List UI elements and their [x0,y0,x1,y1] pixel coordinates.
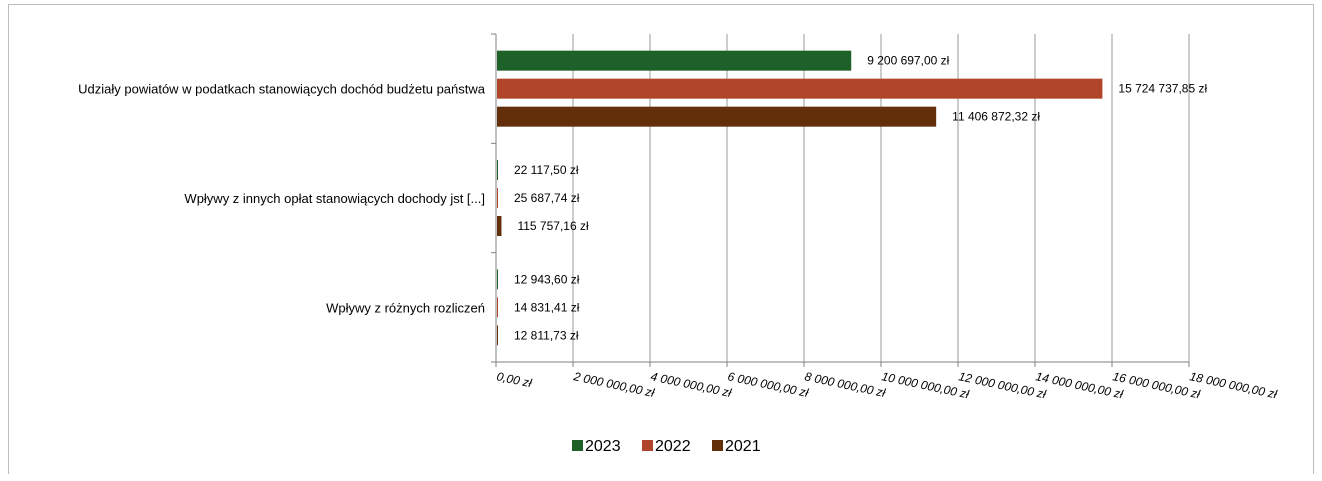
category-labels: Udziały powiatów w podatkach stanowiącyc… [78,82,486,316]
data-label: 15 724 737,85 zł [1118,82,1207,96]
x-tick-label: 4 000 000,00 zł [649,369,733,400]
bar [497,78,1103,99]
data-labels: 9 200 697,00 zł 15 724 737,85 zł 11 406 87… [514,54,1207,343]
category-label: Udziały powiatów w podatkach stanowiącyc… [78,82,486,97]
x-tick-label: 10 000 000,00 zł [880,369,970,401]
legend-swatch [712,440,723,451]
chart-frame [8,4,1314,474]
legend-entry: 2021 [725,438,761,455]
bar [497,216,502,236]
bar [497,297,498,318]
bars [497,50,1103,346]
data-label: 9 200 697,00 zł [867,54,949,68]
x-tick-label: 18 000 000,00 zł [1188,369,1278,401]
data-label: 22 117,50 zł [514,163,579,177]
bar [497,106,937,127]
x-tick-label: 16 000 000,00 zł [1111,369,1201,401]
legend-entry: 2023 [585,438,621,455]
bar [497,50,852,71]
legend: 2023 2022 2021 [572,438,761,455]
x-tick-label: 14 000 000,00 zł [1034,369,1124,401]
x-tick-label: 0,00 zł [495,369,533,390]
category-label: Wpływy z różnych rozliczeń [326,300,485,315]
bar [497,269,498,290]
bar [497,325,498,346]
category-label: Wpływy z innych opłat stanowiących docho… [184,191,485,206]
x-tick-label: 8 000 000,00 zł [803,369,887,400]
x-tick-label: 12 000 000,00 zł [957,369,1047,401]
data-label: 25 687,74 zł [514,191,580,205]
x-tick-labels: 0,00 zł 2 000 000,00 zł4 000 000,00 zł6 0… [495,369,1278,401]
x-tick-label: 2 000 000,00 zł [571,369,655,400]
legend-swatch [572,440,583,451]
data-label: 12 811,73 zł [514,328,579,342]
x-tick-label: 6 000 000,00 zł [726,369,810,400]
data-label: 115 757,16 zł [517,219,589,233]
bar [497,188,498,208]
legend-entry: 2022 [655,438,691,455]
axes [491,33,1190,367]
legend-swatch [642,440,653,451]
data-label: 12 943,60 zł [514,272,580,286]
bar [497,160,498,180]
data-label: 14 831,41 zł [514,300,580,314]
data-label: 11 406 872,32 zł [952,110,1040,124]
